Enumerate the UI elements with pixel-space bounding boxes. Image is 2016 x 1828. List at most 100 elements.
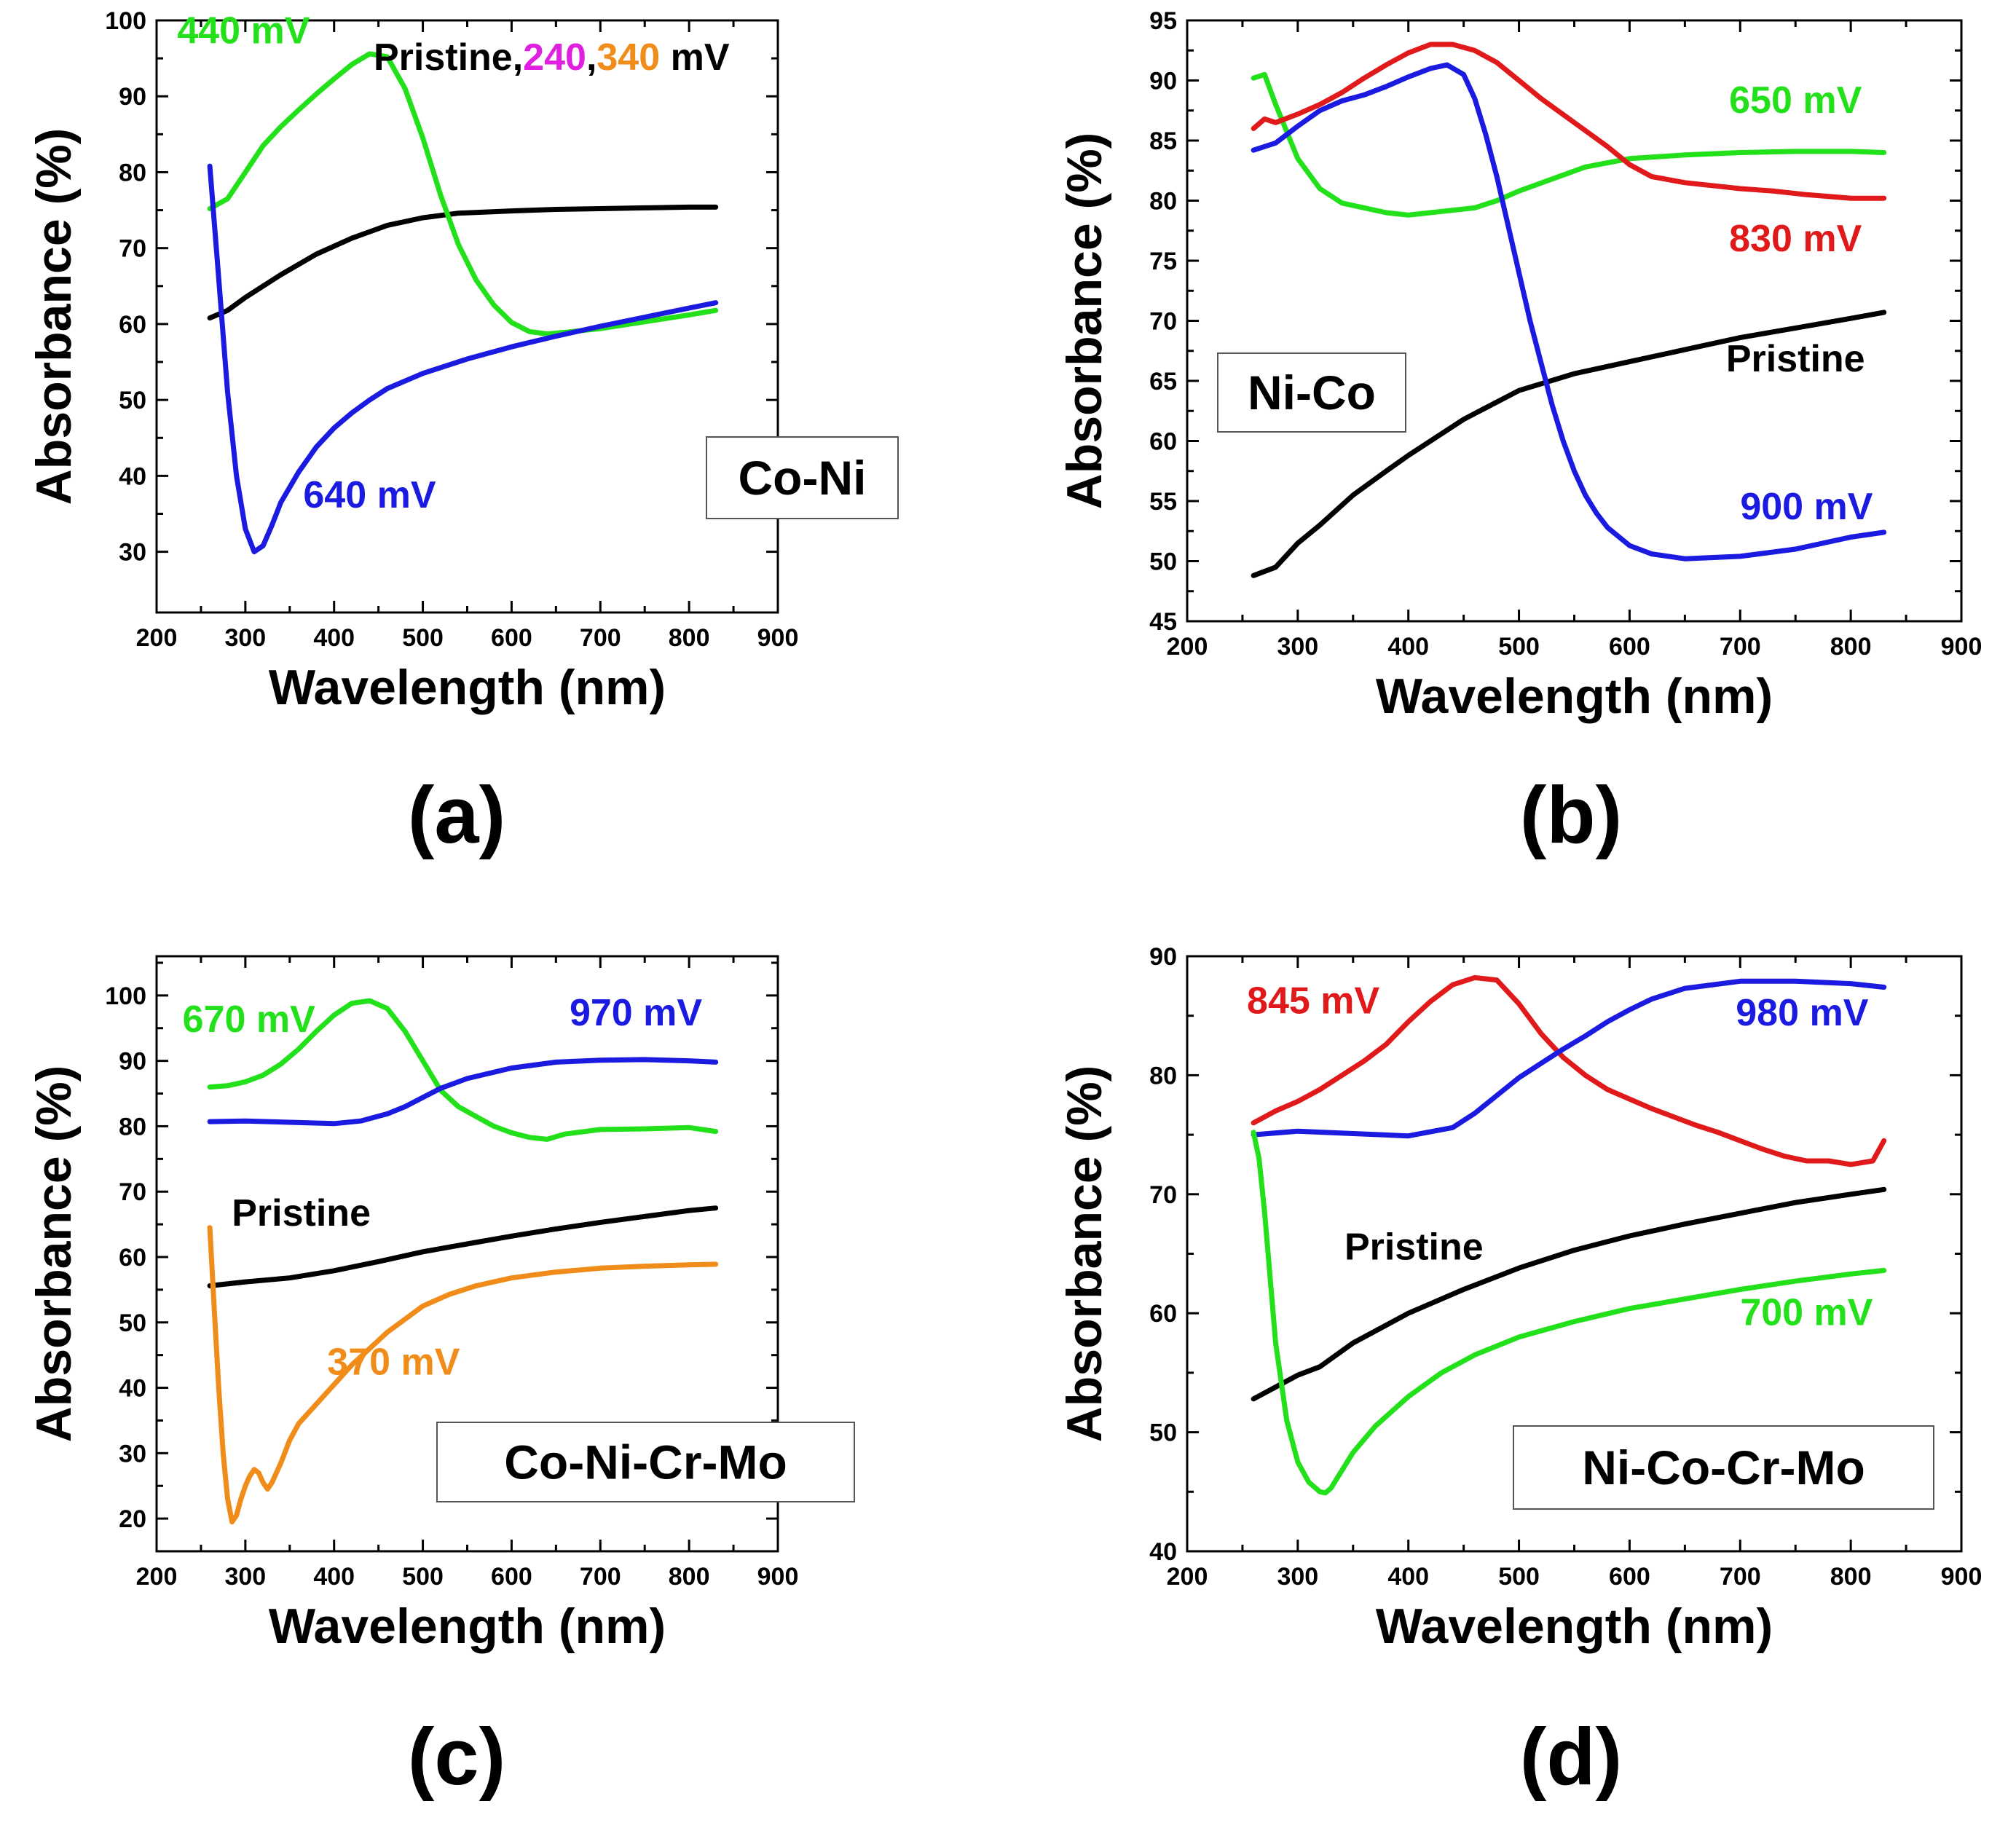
x-tick-label: 500 bbox=[1498, 633, 1540, 661]
y-tick-label: 100 bbox=[105, 7, 146, 35]
y-axis-title: Absorbance (%) bbox=[1057, 133, 1112, 510]
series-annotation: Pristine bbox=[1344, 1226, 1484, 1269]
y-tick-label: 90 bbox=[119, 1048, 146, 1076]
x-tick-label: 300 bbox=[1277, 633, 1318, 661]
x-tick-label: 600 bbox=[491, 624, 532, 652]
y-tick-label: 55 bbox=[1149, 488, 1177, 516]
series-line-pristine bbox=[1251, 1186, 1887, 1402]
y-tick-label: 70 bbox=[119, 1178, 146, 1206]
x-tick-label: 800 bbox=[1830, 1563, 1872, 1591]
y-tick-label: 45 bbox=[1149, 608, 1177, 636]
series-annotation: 370 mV bbox=[327, 1342, 460, 1384]
y-tick-label: 40 bbox=[119, 462, 146, 490]
annotation-part: 440 mV bbox=[177, 9, 310, 52]
x-tick-label: 800 bbox=[669, 1563, 710, 1591]
series-annotation: 970 mV bbox=[570, 992, 702, 1034]
series-annotation: Pristine bbox=[232, 1192, 371, 1234]
x-tick-label: 400 bbox=[1387, 633, 1429, 661]
series-annotation: 650 mV bbox=[1729, 79, 1862, 122]
annotation-part: , bbox=[586, 36, 596, 79]
series-annotation: 845 mV bbox=[1247, 980, 1379, 1022]
x-axis-title: Wavelength (nm) bbox=[269, 660, 666, 715]
series-line-370-mv bbox=[207, 1225, 719, 1525]
series-line-pristine bbox=[207, 204, 719, 321]
series-annotation: 900 mV bbox=[1740, 486, 1873, 528]
sample-label: Co-Ni-Cr-Mo bbox=[504, 1435, 787, 1489]
sample-label-box bbox=[1217, 352, 1406, 433]
annotation-part: 370 mV bbox=[327, 1342, 460, 1384]
y-tick-label: 50 bbox=[1149, 548, 1177, 576]
annotation-part: 240 bbox=[523, 36, 586, 79]
x-tick-label: 400 bbox=[1387, 1563, 1429, 1591]
x-tick-label: 800 bbox=[669, 624, 710, 652]
y-tick-label: 70 bbox=[1149, 1181, 1177, 1209]
y-tick-label: 70 bbox=[1149, 308, 1177, 336]
annotation-part: 650 mV bbox=[1729, 79, 1862, 122]
panel-c: 200 300 400 500 600 700 800 900 20 30 40 50 60 70 80 90… bbox=[26, 955, 855, 1802]
series-annotation: 640 mV bbox=[303, 474, 436, 516]
y-tick-label: 30 bbox=[119, 539, 146, 567]
series-line-980-mv bbox=[1251, 978, 1887, 1139]
x-tick-label: 900 bbox=[1941, 633, 1982, 661]
sample-label: Ni-Co bbox=[1248, 366, 1376, 419]
annotation-part: 980 mV bbox=[1736, 992, 1868, 1034]
y-tick-label: 30 bbox=[119, 1440, 146, 1467]
annotation-part: Pristine bbox=[1726, 338, 1865, 380]
annotation-part: 340 bbox=[596, 36, 660, 79]
y-tick-label: 80 bbox=[119, 1113, 146, 1140]
series-annotation: 670 mV bbox=[183, 998, 315, 1041]
series-annotation: Pristine,240,340 mV bbox=[374, 36, 730, 79]
y-tick-label: 90 bbox=[1149, 68, 1177, 95]
y-tick-label: 80 bbox=[1149, 1062, 1177, 1090]
series-annotation: Pristine bbox=[1726, 338, 1865, 380]
x-tick-label: 400 bbox=[313, 624, 355, 652]
x-tick-label: 400 bbox=[313, 1563, 355, 1591]
series-line-640-mv bbox=[207, 163, 719, 555]
panel-letter: (b) bbox=[1520, 771, 1622, 860]
annotation-part: mV bbox=[660, 36, 730, 79]
series-line-970-mv bbox=[207, 1057, 719, 1127]
y-tick-label: 50 bbox=[119, 387, 146, 414]
annotation-part: Pristine, bbox=[374, 36, 523, 79]
y-tick-label: 85 bbox=[1149, 127, 1177, 155]
series-annotation: 440 mV bbox=[177, 9, 310, 52]
series-line-700-mv bbox=[1251, 1130, 1887, 1496]
panel-letter: (c) bbox=[408, 1712, 505, 1802]
annotation-part: 900 mV bbox=[1740, 486, 1873, 528]
annotation-part: Pristine bbox=[232, 1192, 371, 1234]
annotation-part: 845 mV bbox=[1247, 980, 1379, 1022]
x-tick-label: 700 bbox=[580, 1563, 621, 1591]
y-tick-label: 50 bbox=[1149, 1419, 1177, 1447]
sample-label: Co-Ni bbox=[739, 451, 867, 505]
y-tick-label: 100 bbox=[105, 982, 146, 1010]
x-tick-label: 700 bbox=[1720, 633, 1761, 661]
series-line-845-mv bbox=[1251, 974, 1887, 1167]
y-tick-label: 70 bbox=[119, 235, 146, 263]
x-tick-label: 600 bbox=[1609, 1563, 1650, 1591]
sample-label-box bbox=[436, 1422, 855, 1502]
annotation-part: 640 mV bbox=[303, 474, 436, 516]
panel-a: 200 300 400 500 600 700 800 900 30 40 50 60 70 80 90 10… bbox=[26, 7, 899, 860]
y-tick-label: 65 bbox=[1149, 368, 1177, 395]
x-tick-label: 900 bbox=[757, 1563, 799, 1591]
x-axis-title: Wavelength (nm) bbox=[269, 1599, 666, 1654]
panel-letter: (d) bbox=[1520, 1712, 1622, 1802]
y-tick-label: 90 bbox=[119, 83, 146, 111]
y-tick-label: 60 bbox=[1149, 428, 1177, 456]
annotation-part: 670 mV bbox=[183, 998, 315, 1041]
x-tick-label: 200 bbox=[1167, 633, 1208, 661]
y-tick-label: 50 bbox=[119, 1309, 146, 1337]
series-annotation: 700 mV bbox=[1740, 1292, 1873, 1334]
x-tick-label: 700 bbox=[1720, 1563, 1761, 1591]
series-line-830-mv bbox=[1251, 42, 1887, 201]
y-tick-label: 40 bbox=[119, 1375, 146, 1403]
series-line-670-mv bbox=[207, 998, 719, 1142]
annotation-part: 700 mV bbox=[1740, 1292, 1873, 1334]
y-tick-label: 90 bbox=[1149, 943, 1177, 971]
panel-b: 200 300 400 500 600 700 800 900 45 50 55 60 65 70 75 80… bbox=[1057, 7, 1982, 860]
y-tick-label: 60 bbox=[119, 1244, 146, 1272]
x-axis-title: Wavelength (nm) bbox=[1376, 1599, 1773, 1654]
series-line-pristine bbox=[207, 1205, 719, 1288]
x-tick-label: 300 bbox=[1277, 1563, 1318, 1591]
series-line-900-mv bbox=[1251, 62, 1887, 562]
